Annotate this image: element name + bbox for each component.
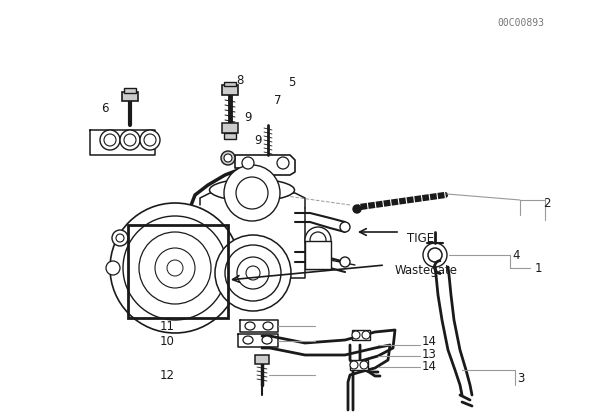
Text: 5: 5 bbox=[288, 75, 295, 88]
Ellipse shape bbox=[262, 336, 272, 344]
Circle shape bbox=[242, 157, 254, 169]
Text: 11: 11 bbox=[160, 320, 175, 333]
Circle shape bbox=[167, 260, 183, 276]
Circle shape bbox=[340, 257, 350, 267]
Text: 12: 12 bbox=[160, 368, 175, 382]
Bar bbox=[352, 330, 370, 340]
Ellipse shape bbox=[263, 322, 273, 330]
Text: 00C00893: 00C00893 bbox=[497, 18, 545, 28]
Circle shape bbox=[236, 177, 268, 209]
Text: 2: 2 bbox=[543, 197, 551, 210]
Text: 7: 7 bbox=[274, 93, 282, 106]
Ellipse shape bbox=[210, 179, 294, 201]
Text: 9: 9 bbox=[244, 111, 252, 124]
Text: 8: 8 bbox=[236, 73, 244, 86]
Circle shape bbox=[110, 203, 240, 333]
Circle shape bbox=[350, 361, 358, 369]
Circle shape bbox=[100, 130, 120, 150]
Text: 9: 9 bbox=[254, 134, 262, 147]
Bar bbox=[222, 123, 238, 133]
Text: 10: 10 bbox=[160, 334, 175, 347]
Circle shape bbox=[224, 165, 280, 221]
Circle shape bbox=[246, 266, 260, 280]
Text: TIGE: TIGE bbox=[407, 232, 434, 245]
Text: 13: 13 bbox=[422, 347, 437, 360]
Circle shape bbox=[360, 361, 368, 369]
Circle shape bbox=[221, 151, 235, 165]
Circle shape bbox=[144, 134, 156, 146]
Bar bbox=[224, 133, 236, 139]
Text: 1: 1 bbox=[535, 261, 542, 274]
Circle shape bbox=[428, 248, 442, 262]
Bar bbox=[122, 92, 138, 101]
Bar bbox=[224, 82, 236, 86]
Bar bbox=[128, 225, 228, 318]
Circle shape bbox=[352, 331, 360, 339]
Circle shape bbox=[116, 234, 124, 242]
Text: 3: 3 bbox=[517, 372, 525, 385]
Circle shape bbox=[124, 134, 136, 146]
Circle shape bbox=[140, 130, 160, 150]
Text: 14: 14 bbox=[422, 360, 437, 372]
Circle shape bbox=[310, 232, 326, 248]
Circle shape bbox=[277, 157, 289, 169]
Bar bbox=[350, 360, 368, 370]
Bar bbox=[305, 241, 331, 269]
Bar bbox=[255, 355, 269, 364]
Circle shape bbox=[139, 232, 211, 304]
Circle shape bbox=[215, 235, 291, 311]
Circle shape bbox=[353, 205, 361, 213]
Circle shape bbox=[362, 331, 370, 339]
Text: 4: 4 bbox=[512, 248, 520, 261]
Circle shape bbox=[104, 134, 116, 146]
Circle shape bbox=[106, 261, 120, 275]
Text: 14: 14 bbox=[422, 334, 437, 347]
Text: 6: 6 bbox=[101, 101, 109, 114]
Circle shape bbox=[123, 216, 227, 320]
Circle shape bbox=[112, 230, 128, 246]
Ellipse shape bbox=[245, 322, 255, 330]
Ellipse shape bbox=[243, 336, 253, 344]
Circle shape bbox=[305, 227, 331, 253]
Circle shape bbox=[120, 130, 140, 150]
Bar bbox=[124, 88, 136, 93]
Circle shape bbox=[225, 245, 281, 301]
Text: Wastegate: Wastegate bbox=[395, 264, 458, 277]
Circle shape bbox=[340, 222, 350, 232]
Circle shape bbox=[237, 257, 269, 289]
Circle shape bbox=[224, 154, 232, 162]
Circle shape bbox=[155, 248, 195, 288]
Bar bbox=[222, 85, 238, 95]
